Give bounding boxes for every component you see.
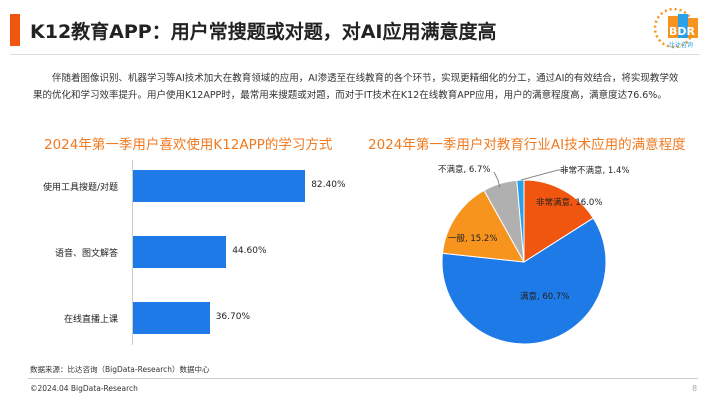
pie-chart-title: 2024年第一季用户对教育行业AI技术应用的满意程度 [368,137,686,153]
bar-data-label: 36.70% [215,312,251,322]
footer-divider [28,378,698,379]
pie-slice-1 [441,217,607,345]
summary-paragraph: 伴随着图像识别、机器学习等AI技术加大在教育领域的应用，AI渗透至在线教育的各个… [33,73,679,101]
svg-text:比达咨询: 比达咨询 [669,41,693,49]
bar-chart-title: 2024年第一季用户喜欢使用K12APP的学习方式 [44,137,333,153]
page-number: 8 [692,384,698,393]
copyright: ©2024.04 BigData-Research [30,384,138,393]
pie-slice-2 [441,189,525,263]
bar-axis [132,160,133,345]
bdr-logo: BDR 比达咨询 [652,6,700,50]
leader-line [493,171,501,189]
bar-data-label: 44.60% [232,246,267,256]
data-source: 数据来源：比达咨询（BigData-Research）数据中心 [30,365,210,374]
pie-slice-4 [516,179,525,263]
bar-category-label: 使用工具搜题/对题 [42,183,118,193]
bar [133,236,227,268]
bar-category-label: 语音、图文解答 [54,249,118,259]
pie-data-label: 不满意, 6.7% [438,165,491,175]
pie-slice-0 [523,179,594,263]
bar [133,170,306,202]
pie-data-label: 满意, 60.7% [520,292,570,302]
pie-data-label: 一般, 15.2% [448,234,498,244]
page-title: K12教育APP：用户常搜题或对题，对AI应用满意度高 [30,21,497,43]
leader-line [520,169,568,181]
bar-data-label: 82.40% [311,180,346,190]
title-accent-bar [10,14,20,46]
svg-text:BDR: BDR [669,25,696,38]
pie-data-label: 非常满意, 16.0% [536,198,603,208]
bar [133,302,210,334]
bar-category-label: 在线直播上课 [63,315,118,325]
header-divider [10,54,700,55]
pie-data-label: 非常不满意, 1.4% [560,166,630,176]
